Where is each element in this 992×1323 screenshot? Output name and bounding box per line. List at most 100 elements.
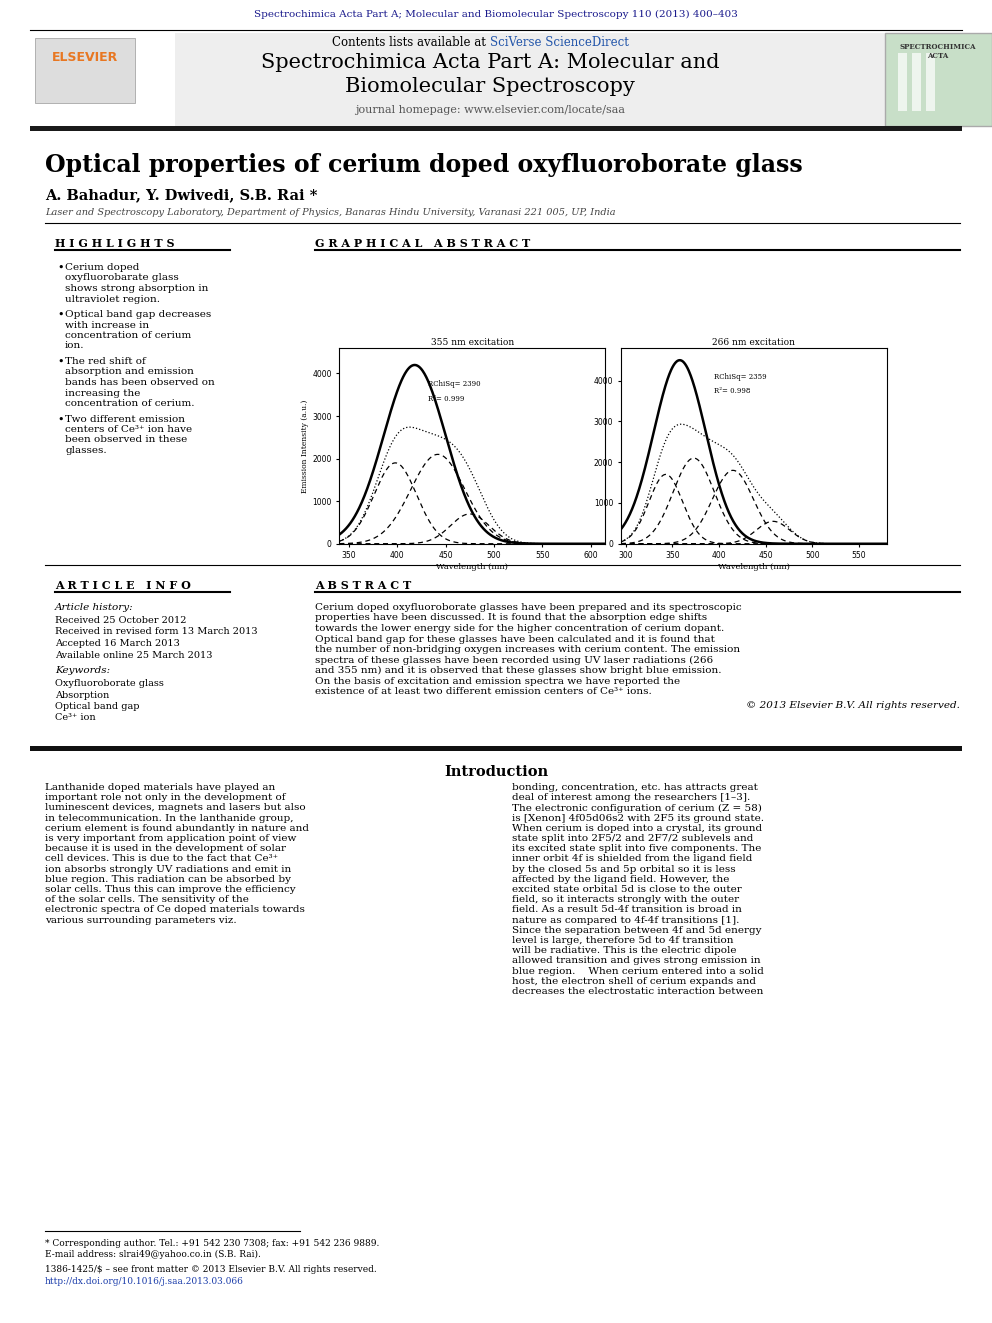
Text: A. Bahadur, Y. Dwivedi, S.B. Rai *: A. Bahadur, Y. Dwivedi, S.B. Rai *	[45, 188, 317, 202]
Text: concentration of cerium.: concentration of cerium.	[65, 400, 194, 407]
Bar	[898, 53, 907, 111]
Text: Received in revised form 13 March 2013: Received in revised form 13 March 2013	[55, 627, 258, 636]
Title: 266 nm excitation: 266 nm excitation	[712, 339, 796, 347]
Bar	[30, 33, 175, 126]
Text: electronic spectra of Ce doped materials towards: electronic spectra of Ce doped materials…	[45, 905, 305, 914]
Text: various surrounding parameters viz.: various surrounding parameters viz.	[45, 916, 237, 925]
Bar	[30, 33, 885, 126]
Text: Oxyfluoroborate glass: Oxyfluoroborate glass	[55, 679, 164, 688]
Text: glasses.: glasses.	[65, 446, 106, 455]
Text: Ce³⁺ ion: Ce³⁺ ion	[55, 713, 95, 722]
Y-axis label: Emission Intensity (a.u.): Emission Intensity (a.u.)	[302, 400, 310, 492]
Text: towards the lower energy side for the higher concentration of cerium dopant.: towards the lower energy side for the hi…	[315, 624, 724, 632]
Text: cell devices. This is due to the fact that Ce³⁺: cell devices. This is due to the fact th…	[45, 855, 278, 864]
Text: ion.: ion.	[65, 341, 84, 351]
Text: •: •	[57, 357, 63, 366]
Text: existence of at least two different emission centers of Ce³⁺ ions.: existence of at least two different emis…	[315, 687, 652, 696]
Bar	[912, 53, 921, 111]
Text: affected by the ligand field. However, the: affected by the ligand field. However, t…	[512, 875, 729, 884]
Text: A R T I C L E   I N F O: A R T I C L E I N F O	[55, 579, 190, 591]
Text: with increase in: with increase in	[65, 320, 149, 329]
Text: properties have been discussed. It is found that the absorption edge shifts: properties have been discussed. It is fo…	[315, 614, 707, 623]
Text: ion absorbs strongly UV radiations and emit in: ion absorbs strongly UV radiations and e…	[45, 865, 292, 873]
Text: * Corresponding author. Tel.: +91 542 230 7308; fax: +91 542 236 9889.: * Corresponding author. Tel.: +91 542 23…	[45, 1240, 379, 1248]
Text: increasing the: increasing the	[65, 389, 141, 397]
Text: Keywords:: Keywords:	[55, 665, 110, 675]
Text: blue region.    When cerium entered into a solid: blue region. When cerium entered into a …	[512, 967, 764, 975]
Text: spectra of these glasses have been recorded using UV laser radiations (266: spectra of these glasses have been recor…	[315, 655, 713, 664]
Text: been observed in these: been observed in these	[65, 435, 187, 445]
Text: Optical band gap for these glasses have been calculated and it is found that: Optical band gap for these glasses have …	[315, 635, 715, 643]
Text: Absorption: Absorption	[55, 691, 109, 700]
Text: Available online 25 March 2013: Available online 25 March 2013	[55, 651, 212, 659]
X-axis label: Wavelength (nm): Wavelength (nm)	[436, 564, 508, 572]
Bar	[35, 38, 135, 103]
Text: On the basis of excitation and emission spectra we have reported the: On the basis of excitation and emission …	[315, 676, 681, 685]
Text: The red shift of: The red shift of	[65, 357, 146, 366]
Text: important role not only in the development of: important role not only in the developme…	[45, 794, 286, 802]
Text: The electronic configuration of cerium (Z = 58): The electronic configuration of cerium (…	[512, 803, 762, 812]
Bar	[30, 746, 962, 751]
Text: field. As a result 5d-4f transition is broad in: field. As a result 5d-4f transition is b…	[512, 905, 742, 914]
Text: Spectrochimica Acta Part A: Molecular and
Biomolecular Spectroscopy: Spectrochimica Acta Part A: Molecular an…	[261, 53, 719, 95]
Text: •: •	[57, 310, 63, 320]
Text: G R A P H I C A L   A B S T R A C T: G R A P H I C A L A B S T R A C T	[315, 238, 531, 249]
Text: E-mail address: slrai49@yahoo.co.in (S.B. Rai).: E-mail address: slrai49@yahoo.co.in (S.B…	[45, 1250, 261, 1259]
Text: ELSEVIER: ELSEVIER	[52, 52, 118, 64]
Text: Contents lists available at: Contents lists available at	[332, 36, 490, 49]
Text: A B S T R A C T: A B S T R A C T	[315, 579, 412, 591]
Text: blue region. This radiation can be absorbed by: blue region. This radiation can be absor…	[45, 875, 291, 884]
Text: bands has been observed on: bands has been observed on	[65, 378, 214, 388]
Text: Lanthanide doped materials have played an: Lanthanide doped materials have played a…	[45, 783, 275, 792]
Text: solar cells. Thus this can improve the efficiency: solar cells. Thus this can improve the e…	[45, 885, 296, 894]
Text: RChiSq= 2390: RChiSq= 2390	[429, 380, 481, 388]
Text: Laser and Spectroscopy Laboratory, Department of Physics, Banaras Hindu Universi: Laser and Spectroscopy Laboratory, Depar…	[45, 208, 616, 217]
Text: because it is used in the development of solar: because it is used in the development of…	[45, 844, 286, 853]
Text: Optical properties of cerium doped oxyfluoroborate glass: Optical properties of cerium doped oxyfl…	[45, 153, 803, 177]
Bar	[30, 126, 962, 131]
Text: SciVerse ScienceDirect: SciVerse ScienceDirect	[490, 36, 629, 49]
Text: R²= 0.998: R²= 0.998	[714, 386, 751, 394]
Text: the number of non-bridging oxygen increases with cerium content. The emission: the number of non-bridging oxygen increa…	[315, 646, 740, 654]
Text: journal homepage: www.elsevier.com/locate/saa: journal homepage: www.elsevier.com/locat…	[355, 105, 625, 115]
Text: Optical band gap decreases: Optical band gap decreases	[65, 310, 211, 319]
Text: Accepted 16 March 2013: Accepted 16 March 2013	[55, 639, 180, 648]
Text: cerium element is found abundantly in nature and: cerium element is found abundantly in na…	[45, 824, 309, 832]
Text: http://dx.doi.org/10.1016/j.saa.2013.03.066: http://dx.doi.org/10.1016/j.saa.2013.03.…	[45, 1277, 244, 1286]
Text: will be radiative. This is the electric dipole: will be radiative. This is the electric …	[512, 946, 736, 955]
Text: oxyfluorobarate glass: oxyfluorobarate glass	[65, 274, 179, 283]
Text: H I G H L I G H T S: H I G H L I G H T S	[55, 238, 175, 249]
Text: field, so it interacts strongly with the outer: field, so it interacts strongly with the…	[512, 896, 739, 904]
Text: •: •	[57, 414, 63, 425]
Text: •: •	[57, 263, 63, 273]
Text: level is large, therefore 5d to 4f transition: level is large, therefore 5d to 4f trans…	[512, 935, 733, 945]
Text: Article history:: Article history:	[55, 603, 134, 613]
Text: nature as compared to 4f-4f transitions [1].: nature as compared to 4f-4f transitions …	[512, 916, 739, 925]
Text: decreases the electrostatic interaction between: decreases the electrostatic interaction …	[512, 987, 764, 996]
Bar	[885, 33, 992, 126]
Text: concentration of cerium: concentration of cerium	[65, 331, 191, 340]
Text: ultraviolet region.: ultraviolet region.	[65, 295, 160, 303]
Text: state split into 2F5/2 and 2F7/2 sublevels and: state split into 2F5/2 and 2F7/2 subleve…	[512, 833, 753, 843]
X-axis label: Wavelength (nm): Wavelength (nm)	[718, 564, 790, 572]
Text: SPECTROCHIMICA
ACTA: SPECTROCHIMICA ACTA	[900, 44, 976, 61]
Text: Since the separation between 4f and 5d energy: Since the separation between 4f and 5d e…	[512, 926, 762, 935]
Text: is very important from application point of view: is very important from application point…	[45, 833, 297, 843]
Text: in telecommunication. In the lanthanide group,: in telecommunication. In the lanthanide …	[45, 814, 294, 823]
Text: bonding, concentration, etc. has attracts great: bonding, concentration, etc. has attract…	[512, 783, 758, 792]
Title: 355 nm excitation: 355 nm excitation	[431, 339, 514, 347]
Text: When cerium is doped into a crystal, its ground: When cerium is doped into a crystal, its…	[512, 824, 762, 832]
Text: RChiSq= 2359: RChiSq= 2359	[714, 373, 767, 381]
Text: Cerium doped oxyfluoroborate glasses have been prepared and its spectroscopic: Cerium doped oxyfluoroborate glasses hav…	[315, 603, 742, 613]
Text: absorption and emission: absorption and emission	[65, 368, 193, 377]
Text: Spectrochimica Acta Part A; Molecular and Biomolecular Spectroscopy 110 (2013) 4: Spectrochimica Acta Part A; Molecular an…	[254, 11, 738, 19]
Text: shows strong absorption in: shows strong absorption in	[65, 284, 208, 292]
Text: host, the electron shell of cerium expands and: host, the electron shell of cerium expan…	[512, 976, 756, 986]
Text: deal of interest among the researchers [1–3].: deal of interest among the researchers […	[512, 794, 750, 802]
Text: Two different emission: Two different emission	[65, 414, 185, 423]
Text: inner orbit 4f is shielded from the ligand field: inner orbit 4f is shielded from the liga…	[512, 855, 752, 864]
Text: 1386-1425/$ – see front matter © 2013 Elsevier B.V. All rights reserved.: 1386-1425/$ – see front matter © 2013 El…	[45, 1265, 377, 1274]
Text: is [Xenon] 4f05d06s2 with 2F5 its ground state.: is [Xenon] 4f05d06s2 with 2F5 its ground…	[512, 814, 764, 823]
Text: and 355 nm) and it is observed that these glasses show bright blue emission.: and 355 nm) and it is observed that thes…	[315, 665, 721, 675]
Text: Cerium doped: Cerium doped	[65, 263, 139, 273]
